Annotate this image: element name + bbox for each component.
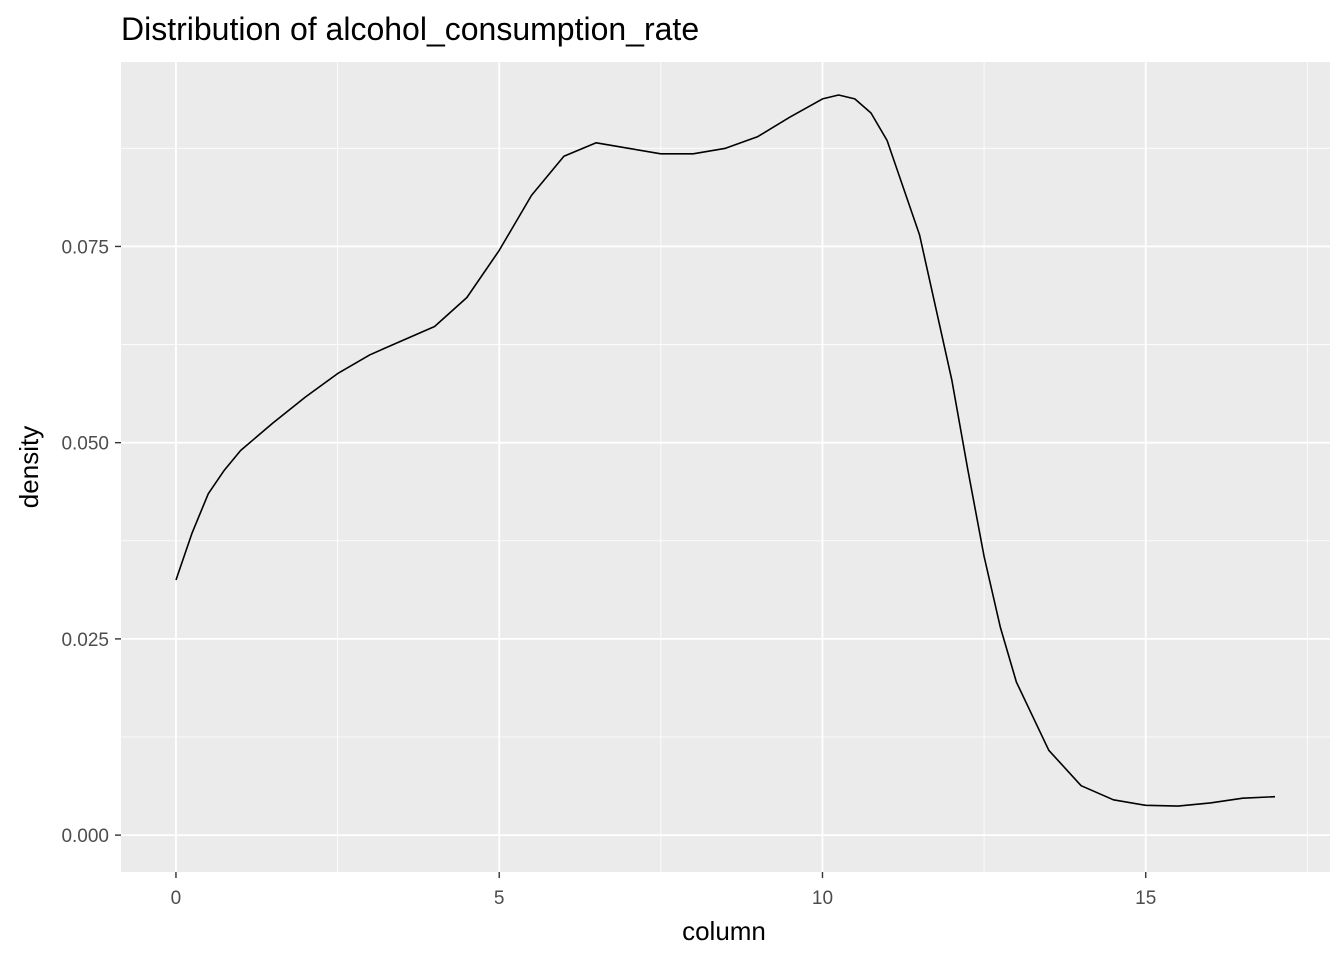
- y-axis: 0.000 0.025 0.050 0.075: [61, 237, 121, 847]
- y-tick-label: 0.075: [61, 237, 109, 258]
- y-axis-title: density: [14, 426, 44, 508]
- minor-gridlines: [121, 62, 1330, 872]
- major-gridlines: [121, 62, 1330, 872]
- chart-title: Distribution of alcohol_consumption_rate: [121, 11, 699, 47]
- x-axis: 0 5 10 15: [171, 872, 1156, 909]
- density-curve: [175, 94, 1276, 807]
- plot-panel: [121, 62, 1330, 872]
- x-axis-title: column: [682, 916, 766, 946]
- x-tick-label: 0: [171, 888, 182, 909]
- x-tick-label: 5: [494, 888, 505, 909]
- y-tick-label: 0.050: [61, 434, 109, 455]
- x-tick-label: 10: [812, 888, 833, 909]
- y-tick-label: 0.025: [61, 630, 109, 651]
- y-tick-label: 0.000: [61, 826, 109, 847]
- x-tick-label: 15: [1135, 888, 1156, 909]
